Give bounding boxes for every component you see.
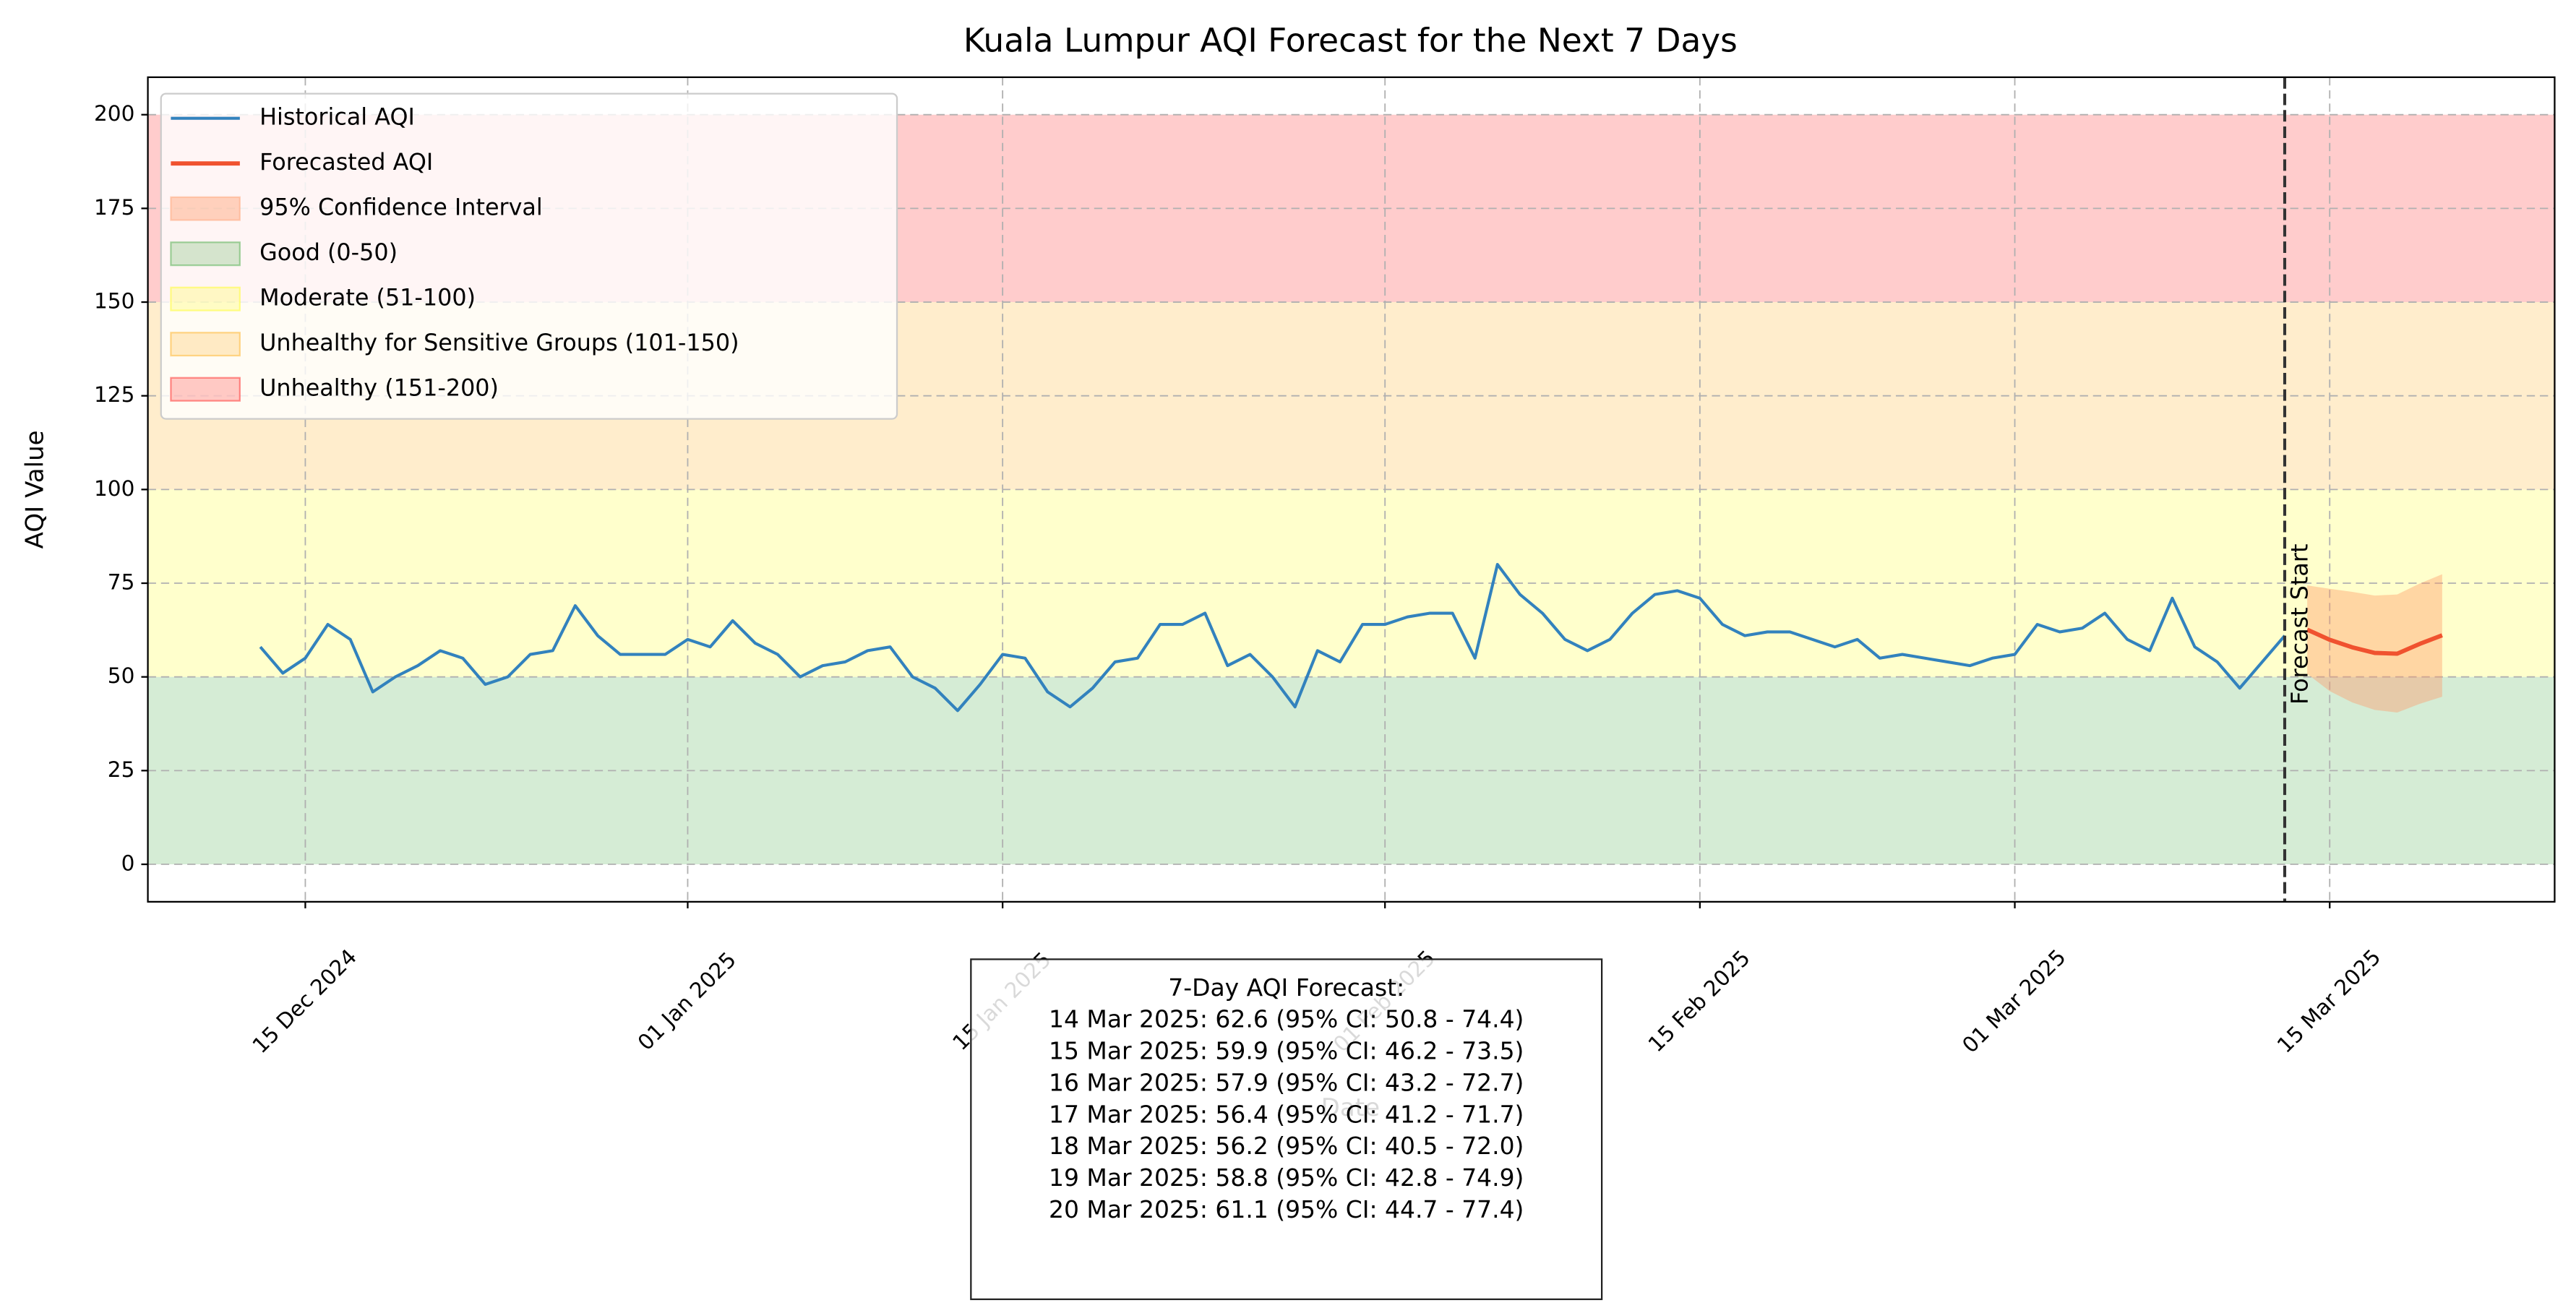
legend-swatch — [170, 241, 241, 267]
legend-label: Forecasted AQI — [259, 148, 433, 176]
legend: Historical AQI Forecasted AQI 95% Confiden… — [160, 92, 898, 420]
summary-line: 19 Mar 2025: 58.8 (95% CI: 42.8 - 74.9) — [1049, 1163, 1524, 1192]
x-tick-label: 15 Dec 2024 — [248, 945, 361, 1058]
legend-label: Moderate (51-100) — [259, 284, 476, 311]
y-tick-label: 150 — [94, 289, 134, 314]
legend-swatch — [170, 196, 241, 221]
legend-label: Unhealthy (151-200) — [259, 374, 499, 402]
legend-swatch — [170, 332, 241, 357]
x-tick-label: 01 Jan 2025 — [633, 947, 741, 1055]
chart-title: Kuala Lumpur AQI Forecast for the Next 7… — [963, 22, 1738, 60]
forecast-start-label: Forecast Start — [2286, 544, 2314, 705]
series-line — [259, 563, 2286, 713]
summary-line: 18 Mar 2025: 56.2 (95% CI: 40.5 - 72.0) — [1049, 1132, 1524, 1160]
summary-line: 17 Mar 2025: 56.4 (95% CI: 41.2 - 71.7) — [1049, 1100, 1524, 1128]
summary-line: 15 Mar 2025: 59.9 (95% CI: 46.2 - 73.5) — [1049, 1037, 1524, 1065]
legend-swatch — [170, 286, 241, 311]
legend-label: Unhealthy for Sensitive Groups (101-150) — [259, 329, 739, 356]
legend-label: Good (0-50) — [259, 238, 398, 266]
legend-label: Historical AQI — [259, 103, 415, 131]
confidence-interval — [2307, 574, 2442, 713]
x-tick-label: 15 Mar 2025 — [2272, 945, 2385, 1057]
forecast-summary: 7-Day AQI Forecast: 14 Mar 2025: 62.6 (95… — [970, 958, 1603, 1301]
y-tick-label: 50 — [108, 663, 135, 688]
y-tick-label: 25 — [108, 757, 135, 782]
summary-line: 14 Mar 2025: 62.6 (95% CI: 50.8 - 74.4) — [1049, 1005, 1524, 1033]
y-axis-label: AQI Value — [21, 430, 50, 548]
legend-label: 95% Confidence Interval — [259, 194, 543, 221]
summary-line: 7-Day AQI Forecast: — [1168, 973, 1404, 1002]
x-tick-label: 01 Mar 2025 — [1957, 945, 2070, 1057]
summary-line: 16 Mar 2025: 57.9 (95% CI: 43.2 - 72.7) — [1049, 1068, 1524, 1096]
summary-box — [970, 958, 1603, 1301]
summary-line: 20 Mar 2025: 61.1 (95% CI: 44.7 - 77.4) — [1049, 1195, 1524, 1223]
y-tick-label: 0 — [121, 851, 135, 876]
x-tick-label: 15 Feb 2025 — [1644, 945, 1755, 1057]
y-tick-label: 125 — [94, 382, 134, 407]
y-tick-label: 100 — [94, 476, 134, 501]
y-tick-label: 200 — [94, 101, 134, 126]
y-tick-label: 175 — [94, 195, 134, 220]
legend-box — [160, 92, 898, 420]
plot-frame — [147, 76, 2556, 903]
y-tick-label: 75 — [108, 570, 135, 595]
legend-swatch — [170, 377, 241, 402]
series-line — [2306, 627, 2443, 656]
